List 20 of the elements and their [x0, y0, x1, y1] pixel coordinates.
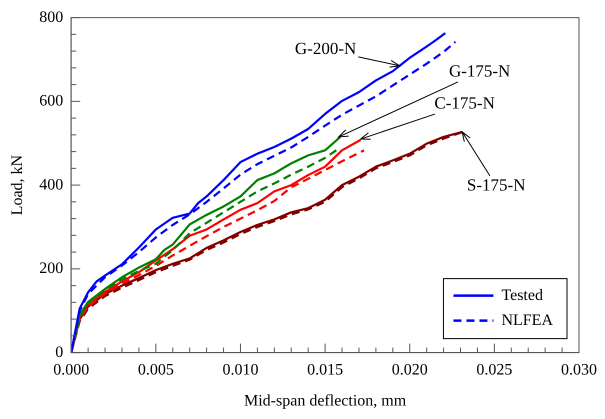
x-tick-label: 0.000 [53, 361, 90, 378]
x-tick-label: 0.010 [222, 361, 258, 378]
x-tick-label: 0.025 [476, 361, 512, 378]
annotation: C-175-N [434, 94, 495, 113]
annotation: S-175-N [466, 175, 526, 194]
y-tick-label: 400 [39, 176, 64, 194]
x-axis-title: Mid-span deflection, mm [244, 392, 407, 410]
annotation: G-175-N [448, 61, 510, 80]
y-tick-label: 800 [39, 8, 64, 26]
x-tick-label: 0.020 [392, 361, 428, 378]
x-tick-label: 0.005 [138, 361, 174, 378]
x-tick-label: 0.030 [561, 361, 597, 378]
y-tick-label: 0 [55, 344, 64, 361]
y-axis-title: Load, kN [8, 154, 26, 216]
annotation: G-200-N [294, 39, 356, 58]
legend-label: NLFEA [501, 312, 554, 329]
y-tick-label: 200 [39, 260, 64, 278]
y-tick-label: 600 [39, 92, 64, 110]
x-tick-label: 0.015 [307, 361, 344, 378]
legend-label: Tested [501, 286, 543, 304]
